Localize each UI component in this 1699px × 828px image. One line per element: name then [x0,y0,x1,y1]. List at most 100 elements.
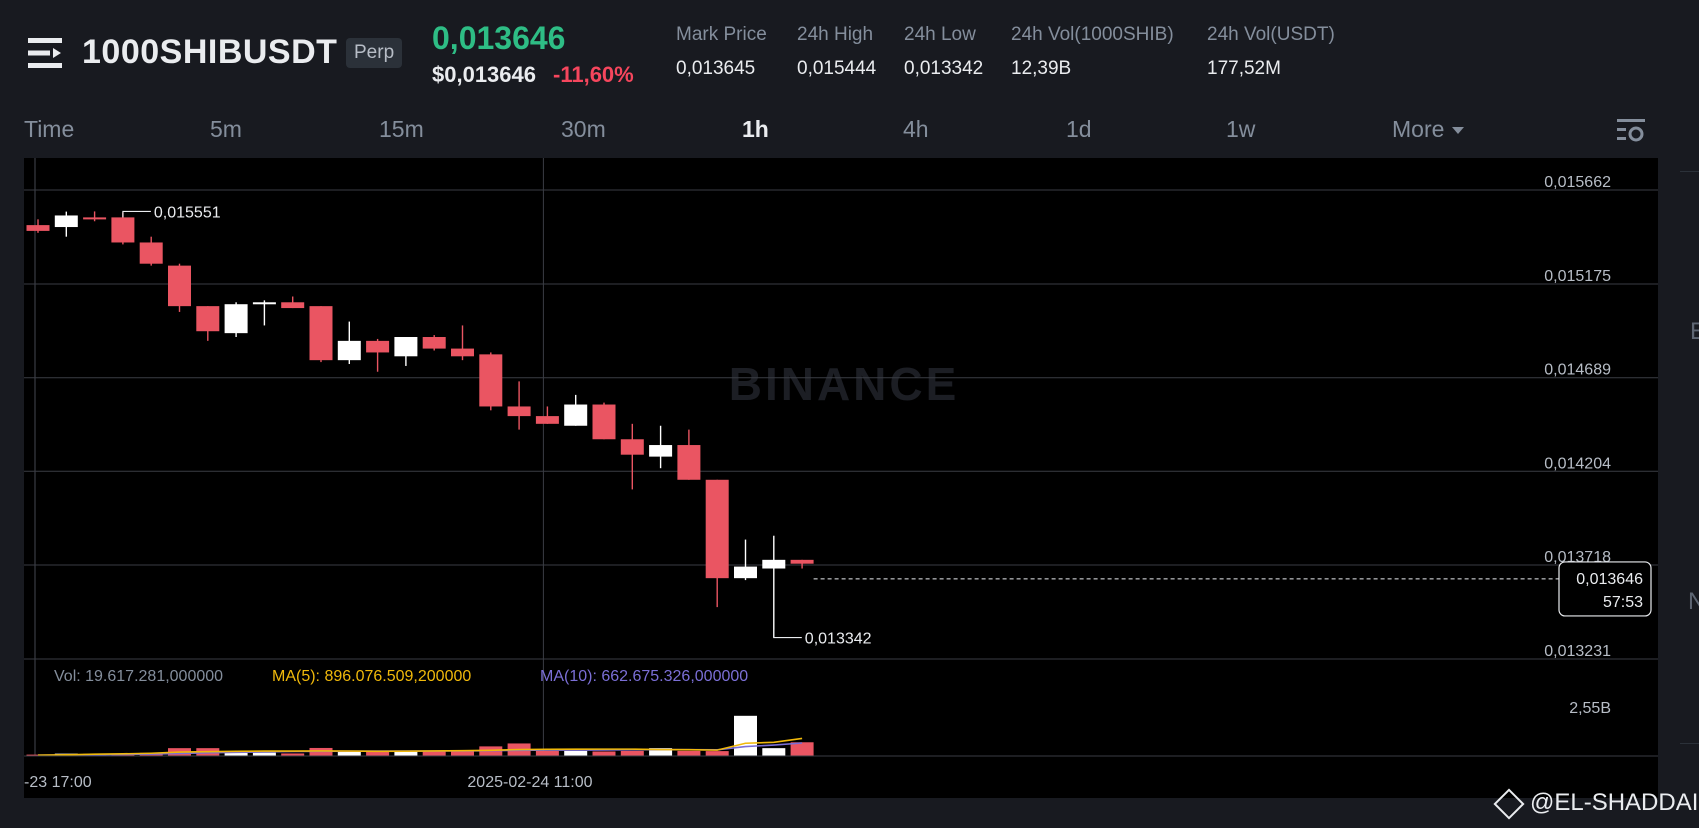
time-axis-band [24,756,1658,798]
candle-body [337,340,361,361]
chart-settings-icon[interactable] [1617,117,1645,143]
price-chart[interactable]: BINANCE 0,015662 0,015175 0,014689 0,014204 0… [24,158,1658,798]
candle-body [762,559,786,569]
volume-bar [252,752,276,756]
volume-bar [592,751,616,756]
volume-bar [422,751,446,756]
side-label: N [1688,588,1699,615]
candle-body [394,337,418,357]
volume-bar [281,753,305,756]
candle-body [366,340,390,353]
ma5-label: MA(5): 896.076.509,200000 [272,668,471,685]
volume-bar [394,751,418,756]
divider [1680,171,1699,172]
candle-body [54,215,78,228]
candle-body [705,479,729,579]
stat-24h-vol-usdt: 24h Vol(USDT) 177,52M [1207,24,1335,80]
menu-icon[interactable] [28,36,62,70]
candle-body [196,306,220,332]
candle-body [620,439,644,455]
volume-bar [451,750,474,756]
stat-label: 24h Low [904,24,976,45]
volume-bar [224,752,248,756]
price-axis-label: 0,014689 [1544,362,1611,379]
candle-countdown: 57:53 [1603,594,1643,611]
price-axis-label: 0,015175 [1544,268,1611,285]
volume-bar [564,750,588,756]
tab-30m[interactable]: 30m [561,116,606,142]
stat-label: 24h Vol(USDT) [1207,24,1335,45]
stat-label: 24h High [797,24,874,45]
tab-more[interactable]: More [1392,116,1465,143]
last-price-usd: $0,013646 [432,62,536,87]
candle-body [224,304,248,334]
candle-body [677,445,701,480]
candle-body [592,404,616,440]
ticker-header: 1000SHIBUSDT Perp 0,013646 $0,013646 -11… [0,0,1699,106]
volume-bar [790,742,814,756]
candle-body [479,354,503,407]
stat-value: 12,39B [1011,58,1072,79]
candle-body [451,348,474,357]
contract-type-badge: Perp [346,38,403,68]
stat-value: 0,015444 [797,58,877,79]
price-axis-label: 0,015662 [1544,174,1611,191]
volume-bar [705,751,729,756]
side-label: E [1690,318,1699,345]
price-axis-label: 0,013231 [1544,643,1611,660]
current-price-label: 0,013646 [1576,571,1643,588]
ma5-line [37,737,803,757]
tab-time[interactable]: Time [24,116,75,142]
candle-body [564,404,588,426]
stat-24h-vol-base: 24h Vol(1000SHIB) 12,39B [1011,24,1174,80]
chevron-down-icon [1452,127,1465,135]
candle-body [649,445,673,457]
volume-bar [620,750,644,756]
volume-bar [649,748,673,756]
tab-more-label: More [1392,116,1445,142]
tab-4h[interactable]: 4h [903,116,929,142]
stat-value: 0,013645 [676,58,756,79]
interval-tabs: Time 5m 15m 30m 1h 4h 1d 1w More [0,106,1699,156]
candle-body [111,217,135,243]
candle-body [507,406,531,417]
ma10-label: MA(10): 662.675.326,000000 [540,668,748,685]
candle-body [83,217,107,220]
tab-1h[interactable]: 1h [742,116,769,142]
time-axis-label: -23 17:00 [24,774,92,791]
stat-value: 0,013342 [904,58,984,79]
volume-axis-label: 2,55B [1569,700,1611,717]
low-marker-line [773,629,802,639]
tab-1w[interactable]: 1w [1226,116,1256,142]
candle-body [26,225,50,231]
tab-1d[interactable]: 1d [1066,116,1092,142]
high-marker-label: 0,015551 [154,204,221,221]
candle-body [422,337,446,349]
candlestick-chart[interactable]: BINANCE 0,015662 0,015175 0,014689 0,014204 0… [24,158,1658,798]
tab-15m[interactable]: 15m [379,116,424,142]
stat-24h-high: 24h High 0,015444 [797,24,876,80]
candle-body [790,559,814,564]
credit-text: @EL-SHADDAI [1530,789,1699,816]
candle-body [139,242,163,264]
volume-bar [762,748,786,756]
volume-bar [535,750,559,756]
time-axis-label: 2025-02-24 11:00 [467,774,592,791]
candle-body [535,416,559,424]
candle-body [309,306,333,361]
last-price: 0,013646 [432,20,566,56]
binance-watermark: BINANCE [729,358,960,410]
volume-bar [366,750,390,756]
tab-5m[interactable]: 5m [210,116,242,142]
divider [1680,743,1699,744]
credit-watermark: @EL-SHADDAI [1493,788,1699,820]
side-panel-edge: E N [1658,158,1699,828]
stat-value: 177,52M [1207,58,1281,79]
candle-body [281,302,305,309]
current-price-box [1558,561,1652,617]
high-marker-line [122,210,151,218]
symbol-title[interactable]: 1000SHIBUSDT [82,33,338,71]
price-axis-label: 0,014204 [1544,455,1611,472]
candle-body [252,302,276,305]
candle-body [168,265,191,307]
